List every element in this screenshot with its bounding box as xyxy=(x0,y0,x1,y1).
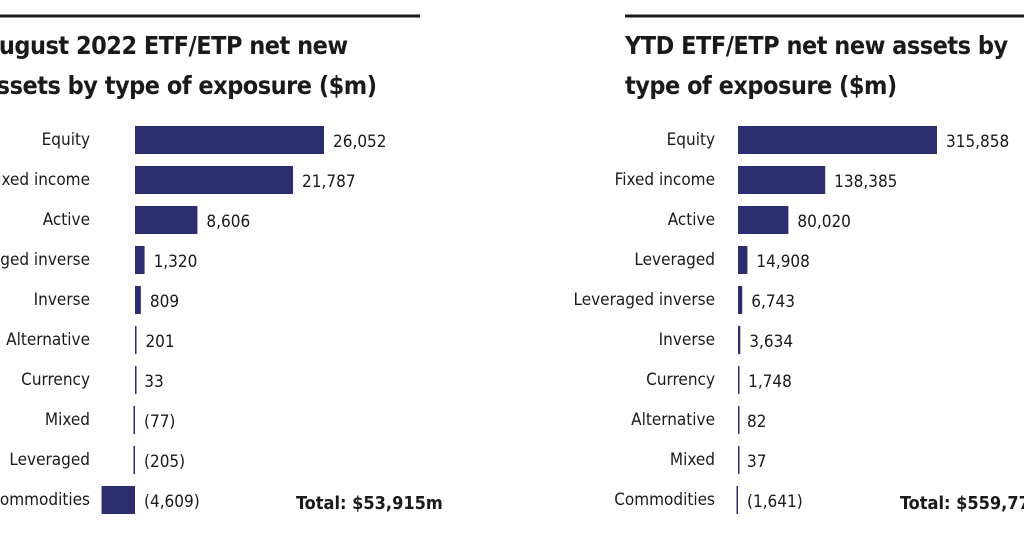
category-label: Alternative xyxy=(6,330,90,350)
category-label: Active xyxy=(668,210,715,230)
value-label: 33 xyxy=(144,372,163,392)
value-label: 3,634 xyxy=(749,332,793,352)
bar xyxy=(101,486,135,514)
total-annotation: Total: $559,774m xyxy=(900,493,1024,514)
bar xyxy=(736,486,738,514)
bar xyxy=(135,246,145,274)
bar xyxy=(135,126,324,154)
category-label: Leveraged xyxy=(9,450,90,470)
value-label: (4,609) xyxy=(144,492,200,512)
category-label: Mixed xyxy=(670,450,715,470)
category-label: Currency xyxy=(646,370,715,390)
category-label: Active xyxy=(43,210,90,230)
bar xyxy=(738,406,740,434)
bar xyxy=(738,286,743,314)
bar xyxy=(135,366,137,394)
category-label: Alternative xyxy=(631,410,715,430)
bar xyxy=(135,166,294,194)
bar xyxy=(133,406,135,434)
bar xyxy=(135,326,137,354)
category-label: Equity xyxy=(667,130,715,150)
value-label: 37 xyxy=(747,452,766,472)
value-label: 8,606 xyxy=(206,212,250,232)
bar xyxy=(738,206,789,234)
category-label: Fixed income xyxy=(0,170,90,190)
value-label: 315,858 xyxy=(946,132,1009,152)
bar xyxy=(738,366,740,394)
bar xyxy=(738,246,748,274)
value-label: 26,052 xyxy=(333,132,387,152)
bar xyxy=(738,326,741,354)
value-label: 1,320 xyxy=(154,252,198,272)
chart-title: YTD ETF/ETP net new assets by type of ex… xyxy=(625,31,1008,100)
category-label: Currency xyxy=(21,370,90,390)
value-label: 14,908 xyxy=(756,252,810,272)
chart-title: August 2022 ETF/ETP net new assets by ty… xyxy=(0,31,377,100)
bar xyxy=(133,446,135,474)
category-label: Leveraged inverse xyxy=(573,290,715,310)
bar xyxy=(135,206,198,234)
value-label: (205) xyxy=(144,452,185,472)
category-label: Equity xyxy=(42,130,90,150)
bar xyxy=(135,286,141,314)
category-label: Inverse xyxy=(34,290,90,310)
value-label: 809 xyxy=(150,292,179,312)
category-label: Commodities xyxy=(614,490,715,510)
category-label: Commodities xyxy=(0,490,90,510)
total-annotation: Total: $53,915m xyxy=(296,493,443,514)
value-label: 80,020 xyxy=(797,212,851,232)
bar xyxy=(738,446,740,474)
bar xyxy=(738,166,826,194)
category-label: Inverse xyxy=(659,330,715,350)
value-label: (77) xyxy=(144,412,175,432)
value-label: 21,787 xyxy=(302,172,356,192)
value-label: (1,641) xyxy=(747,492,803,512)
category-label: Leveraged inverse xyxy=(0,250,90,270)
value-label: 201 xyxy=(145,332,174,352)
value-label: 6,743 xyxy=(751,292,795,312)
category-label: Leveraged xyxy=(634,250,715,270)
value-label: 82 xyxy=(747,412,766,432)
bar xyxy=(738,126,937,154)
category-label: Fixed income xyxy=(615,170,715,190)
category-label: Mixed xyxy=(45,410,90,430)
value-label: 138,385 xyxy=(834,172,897,192)
value-label: 1,748 xyxy=(748,372,792,392)
